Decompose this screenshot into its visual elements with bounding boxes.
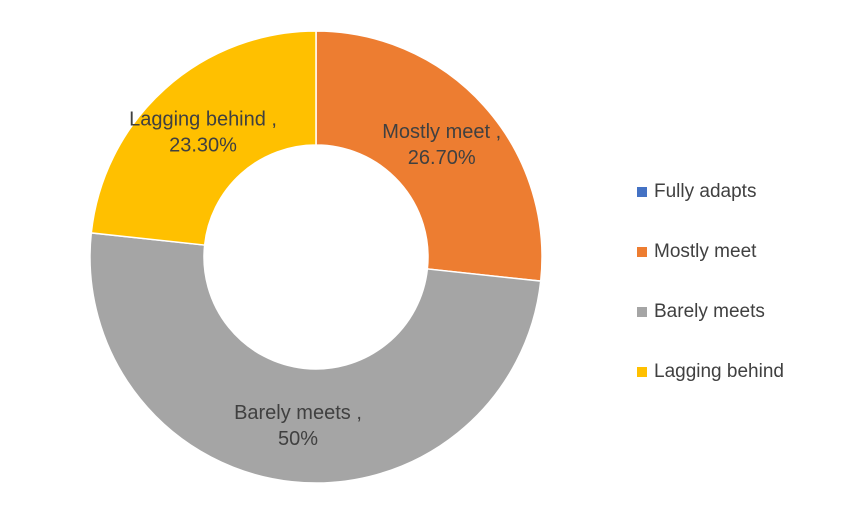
data-label-lagging-behind: Lagging behind , 23.30%: [129, 108, 277, 156]
slice-lagging-behind: [90, 30, 317, 246]
legend-label-mostly-meet: Mostly meet: [654, 241, 757, 262]
legend-label-fully-adapts: Fully adapts: [654, 181, 757, 202]
slice-barely-meets: [89, 232, 542, 484]
chart-legend: Fully adapts Mostly meet Barely meets La…: [637, 162, 784, 402]
donut-slices: [89, 30, 543, 484]
legend-item-barely-meets: Barely meets: [637, 282, 784, 342]
legend-swatch-fully-adapts: [637, 187, 647, 197]
legend-swatch-mostly-meet: [637, 247, 647, 257]
data-label-mostly-meet: Mostly meet , 26.70%: [382, 121, 501, 169]
donut-data-labels: Mostly meet , 26.70% Barely meets , 50% Lagg…: [129, 108, 501, 450]
legend-item-lagging-behind: Lagging behind: [637, 342, 784, 402]
data-label-barely-meets: Barely meets , 50%: [234, 402, 362, 450]
legend-item-fully-adapts: Fully adapts: [637, 162, 784, 222]
legend-item-mostly-meet: Mostly meet: [637, 222, 784, 282]
legend-swatch-lagging-behind: [637, 367, 647, 377]
legend-label-lagging-behind: Lagging behind: [654, 361, 784, 382]
legend-label-barely-meets: Barely meets: [654, 301, 765, 322]
slice-mostly-meet: [315, 30, 543, 282]
legend-swatch-barely-meets: [637, 307, 647, 317]
